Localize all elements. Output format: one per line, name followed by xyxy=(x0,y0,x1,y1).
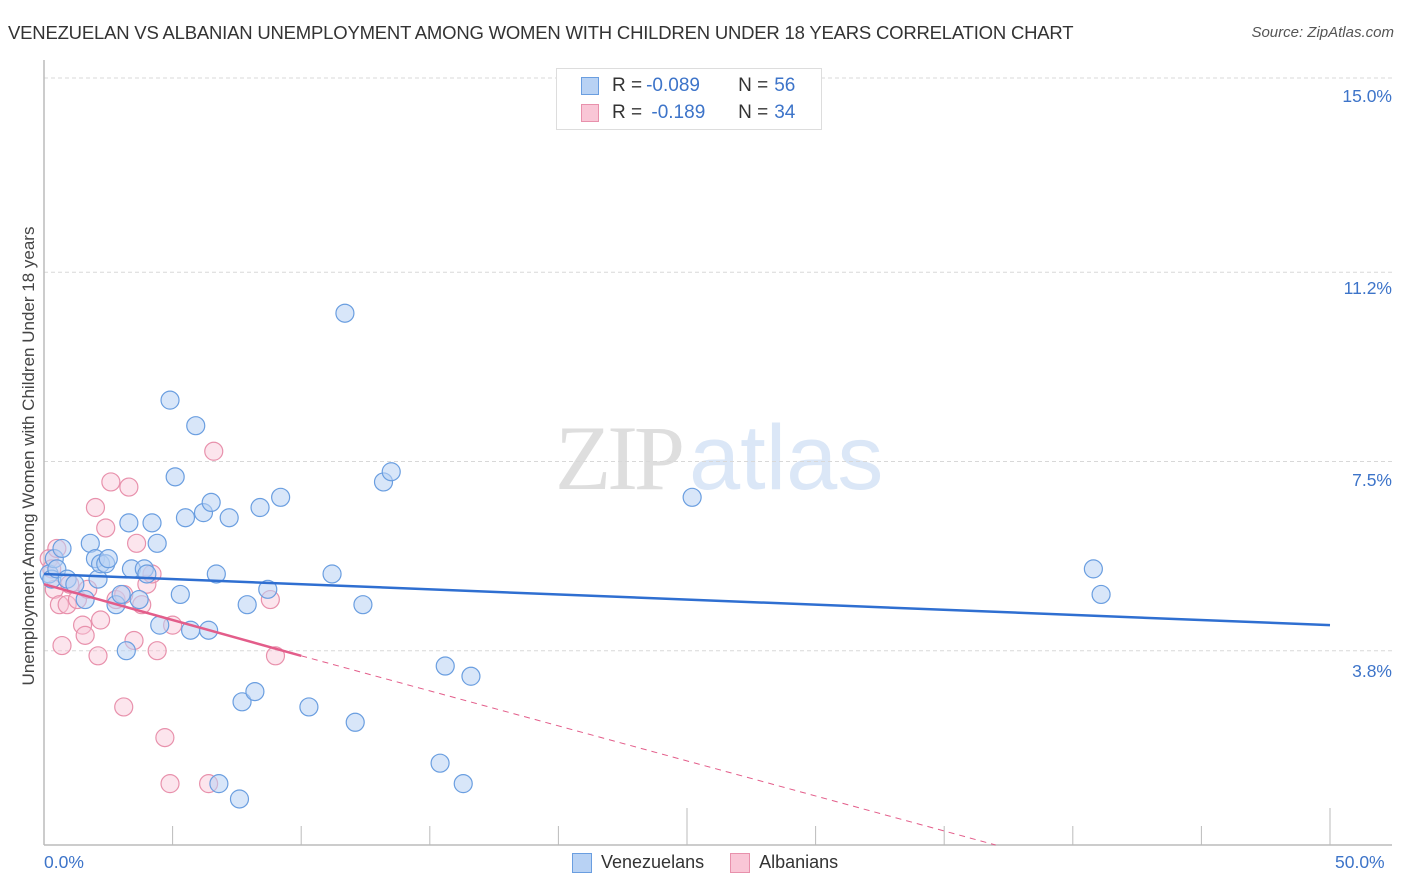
venezuelan-point xyxy=(430,753,450,773)
albanian-point xyxy=(119,477,139,497)
venezuelan-point xyxy=(335,303,355,323)
venezuelan-point xyxy=(245,681,265,702)
n-label: N = xyxy=(738,75,769,96)
y-tick-3-8: 3.8% xyxy=(1352,661,1392,681)
venezuelans-swatch-icon xyxy=(581,77,599,95)
venezuelan-point xyxy=(1091,584,1111,605)
albanian-point xyxy=(204,441,224,461)
venezuelan-point xyxy=(322,564,342,584)
r-value: -0.089 xyxy=(646,75,700,96)
albanians-trend-line xyxy=(43,583,302,658)
n-value: 34 xyxy=(774,102,796,123)
legend-label: Venezuelans xyxy=(601,852,705,872)
venezuelan-point xyxy=(209,774,229,794)
venezuelan-point xyxy=(111,584,131,605)
albanian-point xyxy=(57,595,77,615)
venezuelan-point xyxy=(119,513,139,533)
venezuelan-point xyxy=(461,666,481,686)
albanian-point xyxy=(155,728,175,748)
albanian-point xyxy=(90,610,111,630)
n-value: 56 xyxy=(774,75,796,96)
venezuelan-point xyxy=(1083,559,1103,579)
venezuelans-swatch-icon xyxy=(572,852,592,873)
y-tick-11-2: 11.2% xyxy=(1343,278,1392,298)
legend-row-albanians: R = -0.189 N = 34 xyxy=(581,101,795,125)
r-label: R = xyxy=(612,102,643,123)
venezuelan-point xyxy=(206,564,226,584)
albanian-point xyxy=(114,697,134,717)
albanian-point xyxy=(75,625,95,645)
source-label: Source: ZipAtlas.com xyxy=(1251,24,1394,41)
venezuelan-point xyxy=(258,579,278,599)
venezuelan-point xyxy=(165,467,185,487)
venezuelan-point xyxy=(52,538,72,559)
legend-item-albanians[interactable]: Albanians xyxy=(730,852,838,873)
venezuelan-point xyxy=(137,564,157,584)
venezuelan-point xyxy=(219,508,239,528)
albanians-trend-extension xyxy=(301,655,996,846)
venezuelan-point xyxy=(201,492,221,513)
legend-label: Albanians xyxy=(759,852,839,872)
albanian-point xyxy=(49,595,70,615)
venezuelan-point xyxy=(250,497,270,518)
r-value: -0.189 xyxy=(646,102,706,123)
albanian-point xyxy=(265,646,286,666)
venezuelan-point xyxy=(453,774,473,794)
legend-row-venezuelans: R = -0.089 N = 56 xyxy=(581,74,795,98)
y-tick-15: 15.0% xyxy=(1342,86,1392,106)
venezuelan-point xyxy=(435,656,455,676)
albanian-point xyxy=(147,641,167,661)
venezuelan-point xyxy=(142,513,162,533)
r-label: R = xyxy=(612,75,643,96)
venezuelan-point xyxy=(170,584,190,605)
y-axis-label: Unemployment Among Women with Children U… xyxy=(19,226,38,686)
venezuelan-point xyxy=(129,589,149,610)
x-tick-50: 50.0% xyxy=(1335,852,1385,872)
venezuelan-point xyxy=(160,390,180,410)
legend-item-venezuelans[interactable]: Venezuelans xyxy=(572,852,704,873)
albanians-swatch-icon xyxy=(581,104,599,122)
venezuelans-trend-line xyxy=(43,572,1331,627)
venezuelan-point xyxy=(232,692,252,712)
albanian-point xyxy=(126,533,147,553)
venezuelan-point xyxy=(682,487,702,507)
venezuelan-point xyxy=(175,508,196,528)
venezuelan-point xyxy=(147,533,167,553)
venezuelan-point xyxy=(237,595,257,615)
correlation-legend: R = -0.089 N = 56 R = -0.189 N = 34 xyxy=(556,68,822,130)
venezuelan-point xyxy=(116,641,136,661)
venezuelan-point xyxy=(229,789,250,809)
venezuelan-point xyxy=(299,697,319,717)
venezuelan-point xyxy=(98,549,118,569)
n-label: N = xyxy=(738,102,769,123)
venezuelan-point xyxy=(345,712,365,732)
albanian-point xyxy=(160,774,180,794)
albanian-point xyxy=(85,497,106,518)
albanian-point xyxy=(52,635,72,656)
albanian-point xyxy=(96,518,116,538)
albanian-point xyxy=(101,472,121,492)
y-tick-7-5: 7.5% xyxy=(1352,470,1392,490)
venezuelan-point xyxy=(271,487,291,507)
series-legend: Venezuelans Albanians xyxy=(572,852,864,873)
venezuelan-point xyxy=(381,462,401,482)
albanians-swatch-icon xyxy=(730,852,751,873)
x-tick-0: 0.0% xyxy=(44,852,84,872)
albanian-point xyxy=(88,646,108,666)
chart-title: VENEZUELAN VS ALBANIAN UNEMPLOYMENT AMON… xyxy=(8,22,1074,43)
venezuelan-point xyxy=(186,416,206,436)
venezuelan-point xyxy=(353,595,373,615)
